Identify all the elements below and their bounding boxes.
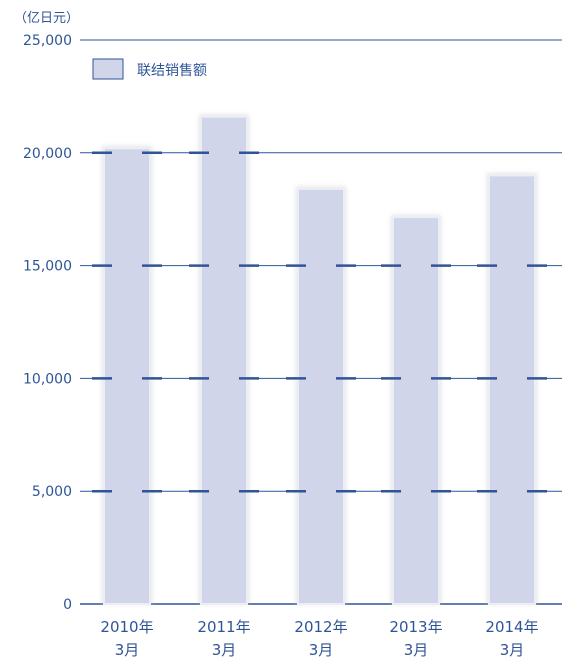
bar	[488, 174, 536, 606]
x-tick-label-month: 3月	[309, 641, 334, 659]
bar	[392, 216, 440, 605]
y-tick-label: 0	[63, 597, 72, 613]
y-tick-label: 20,000	[23, 146, 72, 162]
x-axis-tick-labels: 2010年 3月 2011年 3月 2012年 3月 2013年 3月 2014年 3月	[100, 618, 538, 659]
x-tick-label-month: 3月	[212, 641, 237, 659]
x-tick-label-year: 2012年	[294, 618, 347, 636]
y-tick-label: 10,000	[23, 371, 72, 387]
x-tick-label-month: 3月	[500, 641, 525, 659]
x-tick-label-month: 3月	[115, 641, 140, 659]
y-axis-unit-label: （亿日元）	[14, 11, 79, 26]
gridline-markers	[92, 151, 547, 493]
x-tick-label-year: 2010年	[100, 618, 153, 636]
x-tick-label-year: 2014年	[485, 618, 538, 636]
x-tick-label-year: 2011年	[197, 618, 250, 636]
y-tick-label: 25,000	[23, 33, 72, 49]
legend-swatch	[92, 58, 124, 80]
bar	[103, 147, 151, 605]
bar	[297, 187, 345, 605]
x-tick-label-year: 2013年	[389, 618, 442, 636]
y-tick-label: 5,000	[32, 484, 72, 500]
x-tick-label-month: 3月	[404, 641, 429, 659]
bar	[200, 115, 248, 605]
legend: 联结销售额	[92, 58, 207, 80]
y-axis-tick-labels: 0 5,000 10,000 15,000 20,000 25,000	[23, 33, 72, 613]
legend-label: 联结销售额	[137, 63, 207, 79]
bars	[102, 114, 537, 606]
y-tick-label: 15,000	[23, 259, 72, 275]
